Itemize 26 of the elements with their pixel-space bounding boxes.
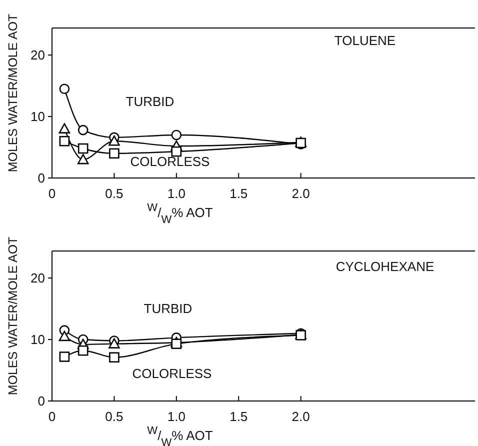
annotation: COLORLESS: [132, 366, 212, 381]
annotation: TOLUENE: [334, 33, 396, 48]
x-tick-label: 0: [48, 409, 56, 424]
x-tick-label: 0: [48, 186, 56, 201]
x-tick-label: 1.5: [230, 409, 248, 424]
x-tick-label: 1.0: [167, 409, 186, 424]
x-tick-label: 1.0: [167, 186, 186, 201]
annotation: CYCLOHEXANE: [336, 259, 434, 274]
y-tick-label: 0: [38, 394, 45, 409]
x-tick-label: 0.5: [105, 409, 124, 424]
x-axis-title: $^{W}$/$_{W}$% AOT: [147, 202, 213, 226]
y-tick-label: 10: [30, 109, 45, 124]
x-axis-title: $^{W}$/$_{W}$% AOT: [147, 425, 213, 446]
y-tick-label: 10: [30, 332, 45, 348]
x-tick-label: 2.0: [292, 409, 310, 424]
x-tick-label: 0.5: [105, 186, 124, 201]
y-tick-label: 0: [38, 170, 45, 186]
y-tick-label: 20: [30, 270, 45, 286]
annotation: TURBID: [144, 301, 192, 316]
annotation: COLORLESS: [130, 154, 210, 169]
y-axis-title: MOLES WATER/MOLE AOT: [6, 236, 20, 396]
x-tick-label: 2.0: [292, 186, 310, 201]
y-axis-title: MOLES WATER/MOLE AOT: [6, 13, 20, 172]
y-tick-label: 20: [30, 48, 45, 63]
annotation: TURBID: [126, 94, 174, 109]
x-tick-label: 1.5: [230, 186, 248, 201]
